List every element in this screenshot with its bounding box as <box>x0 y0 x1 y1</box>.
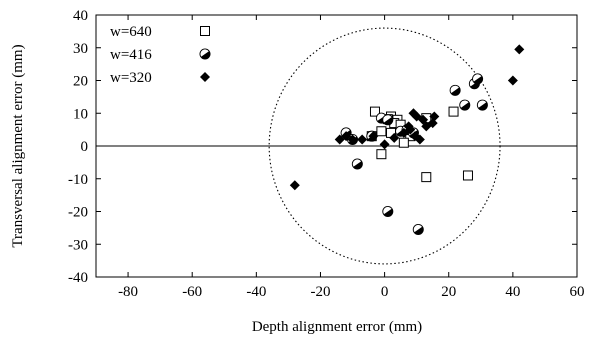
series-w416-point <box>449 84 461 96</box>
series-w416-point <box>351 158 363 170</box>
series-w640-point <box>377 150 386 159</box>
legend-marker <box>201 27 210 36</box>
y-tick-label: -20 <box>68 205 88 221</box>
y-tick-label: 20 <box>73 74 88 90</box>
x-tick-label: 40 <box>505 284 520 300</box>
x-tick-label: 20 <box>441 284 456 300</box>
series-w416-point <box>412 223 424 235</box>
legend-label: w=640 <box>110 24 152 40</box>
y-tick-label: 0 <box>81 139 89 155</box>
y-tick-label: -10 <box>68 172 88 188</box>
x-tick-label: 60 <box>570 284 585 300</box>
series-w320-point <box>514 44 524 54</box>
series-w640-point <box>399 138 408 147</box>
y-tick-label: -30 <box>68 237 88 253</box>
data-points <box>290 44 524 235</box>
x-tick-label: -60 <box>182 284 202 300</box>
legend-marker <box>200 72 210 82</box>
x-axis-label: Depth alignment error (mm) <box>252 319 422 335</box>
legend-label: w=320 <box>110 70 152 86</box>
x-tick-label: -40 <box>246 284 266 300</box>
legend-label: w=416 <box>110 47 152 63</box>
series-w416-point <box>458 99 470 111</box>
x-tick-label: -80 <box>118 284 138 300</box>
series-w640-point <box>422 173 431 182</box>
legend-marker <box>199 48 211 60</box>
series-w320-point <box>508 76 518 86</box>
y-tick-label: -40 <box>68 270 88 286</box>
series-w416-point <box>381 205 393 217</box>
y-tick-label: 30 <box>73 41 88 57</box>
y-tick-label: 40 <box>73 8 88 24</box>
series-w320-point <box>380 139 390 149</box>
series-w320-point <box>290 180 300 190</box>
y-axis-label: Transversal alignment error (mm) <box>10 44 26 247</box>
series-w640-point <box>449 107 458 116</box>
plot-area <box>96 15 577 277</box>
x-tick-label: 0 <box>381 284 389 300</box>
legend: w=640 w=416 w=320 <box>110 24 211 86</box>
y-tick-label: 10 <box>73 106 88 122</box>
series-w640-point <box>377 127 386 136</box>
series-w416-point <box>476 99 488 111</box>
x-tick-label: -20 <box>310 284 330 300</box>
series-w320-point <box>357 134 367 144</box>
series-w640-point <box>463 171 472 180</box>
